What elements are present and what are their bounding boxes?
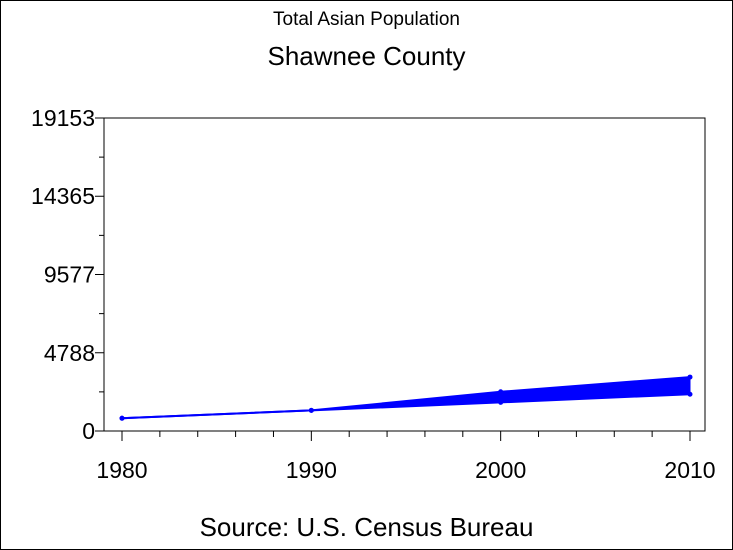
data-point (498, 389, 504, 395)
x-tick-label: 1980 (96, 457, 147, 483)
data-point (687, 391, 693, 397)
y-tick-label: 19153 (31, 105, 95, 131)
x-tick-label: 2010 (664, 457, 715, 483)
chart-subtitle: Total Asian Population (273, 9, 460, 30)
data-point (308, 407, 314, 413)
x-tick-label: 2000 (475, 457, 526, 483)
data-point (687, 374, 693, 380)
series-line (121, 393, 691, 420)
data-point (498, 399, 504, 405)
x-tick-label: 1990 (286, 457, 337, 483)
y-tick-label: 9577 (44, 261, 95, 287)
chart-title: Shawnee County (267, 41, 466, 71)
y-tick-label: 4788 (44, 340, 95, 366)
chart-source: Source: U.S. Census Bureau (199, 512, 534, 542)
data-point (119, 415, 125, 421)
y-tick-label: 0 (82, 418, 95, 444)
y-tick-label: 14365 (31, 183, 95, 209)
